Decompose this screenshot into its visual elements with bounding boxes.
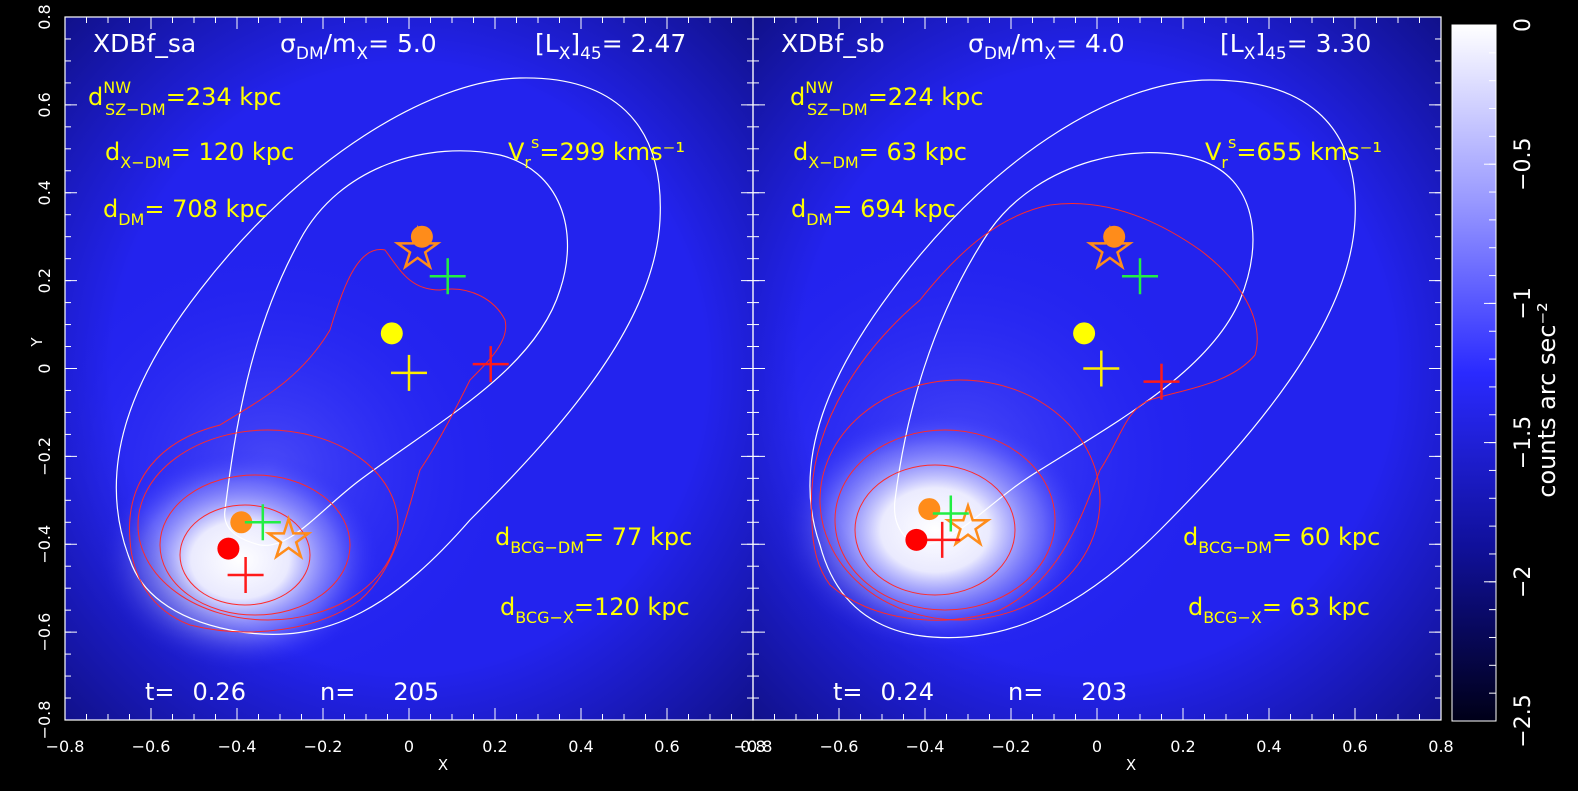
panel-a-time: t= 0.26 [145,678,246,706]
colorbar-tick-label: −1 [1511,287,1536,319]
panel-a-x-axis-label: X [438,756,448,774]
panel-a-dm-contour-outer [115,77,661,635]
colorbar: 0 −0.5 −1 −1.5 −2 −2.5 counts arc sec⁻² [1451,18,1561,748]
x-tick-label: 0 [404,737,414,756]
y-tick-label: −0.6 [35,613,54,652]
panel-a-dsz-sub: SZ−DM [105,100,166,119]
x-tick-label: 0.8 [1428,737,1453,756]
colorbar-tick-label: −2.5 [1511,694,1536,747]
yellow-circle-marker [1073,322,1096,345]
x-tick-label: 0.8 [740,737,765,756]
panel-b-n: n= 203 [1008,678,1127,706]
x-tick-label: 0.4 [1256,737,1281,756]
panel-a-dm-contour-inner [224,150,568,546]
y-tick-label: 0.4 [35,180,54,205]
x-tick-label: −0.4 [906,737,945,756]
y-tick-label: −0.8 [35,701,54,740]
panel-a-x-contour-outer [129,249,507,633]
panel-b-x-contour-4 [854,464,1016,596]
y-tick-label: 0.8 [35,4,54,29]
orange-star-marker [393,224,442,271]
colorbar-label: counts arc sec⁻² [1533,302,1561,497]
panel-a-dsz-value: 234 kpc [186,83,282,111]
colorbar-tick-label: 0 [1511,18,1536,32]
y-tick-label: −0.2 [35,437,54,476]
panel-a-n: n= 205 [320,678,439,706]
panel-a-title: XDBf_sa [93,29,196,58]
colorbar-tick-label: −0.5 [1511,137,1536,190]
x-tick-label: 0 [1092,737,1102,756]
axis-ticks: −0.8 −0.6 −0.4 −0.2 0 0.2 0.4 0.6 0.8−0.8 −0.6 −0.… [35,4,1454,756]
panel-a-x-contour-3 [159,474,351,616]
panel-b [753,17,1441,720]
panel-a-dsz-sup: NW [103,78,131,97]
yellow-circle-marker [380,322,403,345]
panel-a-markers [217,224,509,594]
red-circle-marker [905,528,928,551]
x-tick-label: −0.6 [820,737,859,756]
y-axis-label: Y [28,337,46,348]
x-tick-label: −0.6 [132,737,171,756]
panel-a-x-contour-4 [179,504,311,606]
panel-b-x-contour-2 [819,379,1101,621]
panel-a [65,17,753,720]
colorbar-ticks: 0 −0.5 −1 −1.5 −2 −2.5 [1484,18,1536,748]
orange-star-marker [944,501,992,547]
panel-b-x-axis-label: X [1126,756,1136,774]
y-tick-label: 0.2 [35,268,54,293]
colorbar-gradient [1451,24,1497,722]
x-tick-label: −0.8 [46,737,85,756]
x-tick-label: 0.4 [568,737,593,756]
y-tick-label: 0 [35,363,54,373]
x-tick-label: −0.2 [992,737,1031,756]
panel-b-dm-contour-outer [809,79,1356,639]
panel-b-markers [905,224,1180,558]
orange-star-marker [1086,224,1134,271]
x-tick-label: 0.2 [482,737,507,756]
y-tick-label: −0.4 [35,525,54,564]
colorbar-tick-label: −2 [1511,566,1536,598]
panel-b-x-contour-3 [834,429,1056,611]
orange-circle-marker [230,511,253,534]
panel-b-title: XDBf_sb [781,29,885,58]
panel-a-x-contour-2 [137,429,399,621]
x-tick-label: −0.8 [734,737,773,756]
panel-b-dm-contour-inner [893,152,1254,546]
x-tick-label: 0.2 [1170,737,1195,756]
x-tick-label: 0.6 [654,737,679,756]
panel-b-x-contour-outer [810,202,1258,621]
y-tick-label: 0.6 [35,92,54,117]
x-tick-label: 0.6 [1342,737,1367,756]
red-circle-marker [217,537,240,560]
colorbar-tick-label: −1.5 [1511,416,1536,469]
panel-a-lx: [LX]45= 2.47 [535,29,686,64]
panel-b-time: t= 0.24 [833,678,934,706]
orange-star-marker [264,514,313,561]
x-tick-label: −0.2 [304,737,343,756]
x-tick-label: −0.4 [218,737,257,756]
orange-circle-marker [918,498,941,521]
